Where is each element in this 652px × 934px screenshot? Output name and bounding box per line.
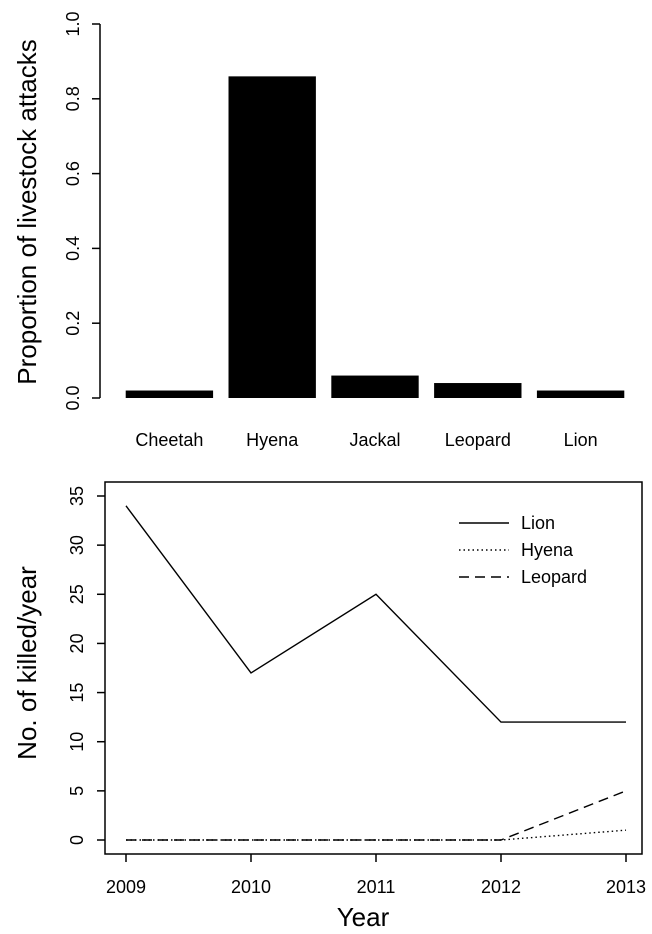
line-y-tick-label: 10 (67, 732, 87, 752)
bar-y-tick-label: 0.0 (63, 385, 83, 410)
bar-label-cheetah: Cheetah (135, 430, 203, 450)
line-x-tick-label: 2012 (481, 877, 521, 897)
line-x-tick-label: 2010 (231, 877, 271, 897)
line-x-tick-label: 2013 (606, 877, 646, 897)
legend-leopard-label: Leopard (521, 567, 587, 587)
bar-y-tick-label: 0.4 (63, 236, 83, 261)
bar-chart-x-tick-labels: Cheetah Hyena Jackal Leopard Lion (135, 430, 597, 450)
bar-hyena (228, 76, 316, 399)
bar-label-hyena: Hyena (246, 430, 299, 450)
bar-y-tick-label: 0.2 (63, 311, 83, 336)
series-leopard-line (126, 790, 627, 841)
line-chart-plot-frame (104, 481, 643, 855)
bar-label-leopard: Leopard (445, 430, 511, 450)
bar-chart-bars (125, 76, 625, 399)
bar-y-tick-label: 1.0 (63, 11, 83, 36)
line-y-tick-label: 5 (67, 786, 87, 796)
bar-lion (536, 390, 625, 398)
bar-jackal (331, 375, 419, 398)
legend-hyena-label: Hyena (521, 540, 574, 560)
line-x-tick-label: 2011 (357, 877, 396, 897)
line-chart-series (125, 505, 627, 841)
bar-y-tick-label: 0.8 (63, 86, 83, 111)
line-chart-x-axis-title: Year (337, 902, 390, 932)
line-chart-y-axis: 0 5 10 15 20 25 30 35 (67, 486, 105, 845)
legend-lion-label: Lion (521, 513, 555, 533)
series-lion-line (125, 505, 626, 723)
bar-chart-y-axis: 0.0 0.2 0.4 0.6 0.8 1.0 (63, 11, 101, 411)
bar-label-lion: Lion (564, 430, 598, 450)
bar-chart-y-axis-title: Proportion of livestock attacks (12, 39, 42, 384)
line-y-tick-label: 25 (67, 584, 87, 604)
bar-leopard (434, 383, 522, 398)
bar-chart: 0.0 0.2 0.4 0.6 0.8 1.0 Cheetah Hyena Jackal Leo… (12, 11, 625, 450)
line-chart-x-axis: 2009 2010 2011 2012 2013 (106, 854, 646, 897)
line-x-tick-label: 2009 (106, 877, 146, 897)
bar-y-tick-label: 0.6 (63, 161, 83, 186)
line-y-tick-label: 0 (67, 835, 87, 845)
line-y-tick-label: 30 (67, 535, 87, 555)
line-chart: 0 5 10 15 20 25 30 35 2009 2010 2011 2012 2013 Lion… (12, 481, 646, 932)
line-y-tick-label: 35 (67, 486, 87, 506)
bar-label-jackal: Jackal (349, 430, 400, 450)
line-chart-legend: Lion Hyena Leopard (459, 513, 587, 587)
line-y-tick-label: 15 (67, 683, 87, 703)
series-hyena-line (126, 829, 627, 841)
bar-cheetah (125, 390, 214, 398)
line-chart-y-axis-title: No. of killed/year (12, 566, 42, 760)
line-y-tick-label: 20 (67, 633, 87, 653)
